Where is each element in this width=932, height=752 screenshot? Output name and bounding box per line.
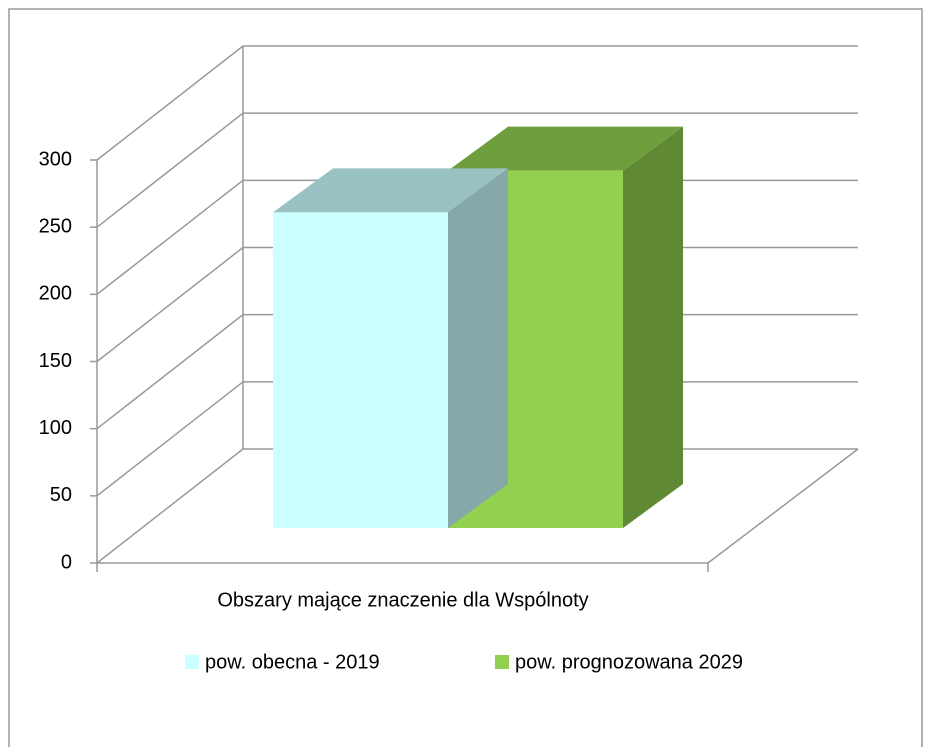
- bar-top: [273, 168, 508, 213]
- bar: [273, 212, 448, 529]
- y-tick-label: 300: [39, 148, 72, 170]
- y-tick-label: 250: [39, 215, 72, 237]
- bar-side: [623, 126, 683, 528]
- bar-top: [448, 126, 683, 171]
- grid-line: [96, 112, 858, 228]
- bar-side: [448, 168, 508, 529]
- legend-swatch: [495, 655, 509, 669]
- legend-swatch: [185, 655, 199, 669]
- legend-label: pow. obecna - 2019: [205, 651, 380, 673]
- y-tick-label: 100: [39, 417, 72, 439]
- category-label: Obszary mające znaczenie dla Wspólnoty: [217, 589, 588, 611]
- grid-line: [96, 45, 858, 161]
- y-tick-label: 50: [50, 484, 72, 506]
- y-tick-label: 200: [39, 283, 72, 305]
- legend-label: pow. prognozowana 2029: [515, 651, 743, 673]
- y-tick-label: 150: [39, 350, 72, 372]
- y-tick-label: 0: [61, 551, 72, 573]
- floor-right-edge: [707, 448, 859, 564]
